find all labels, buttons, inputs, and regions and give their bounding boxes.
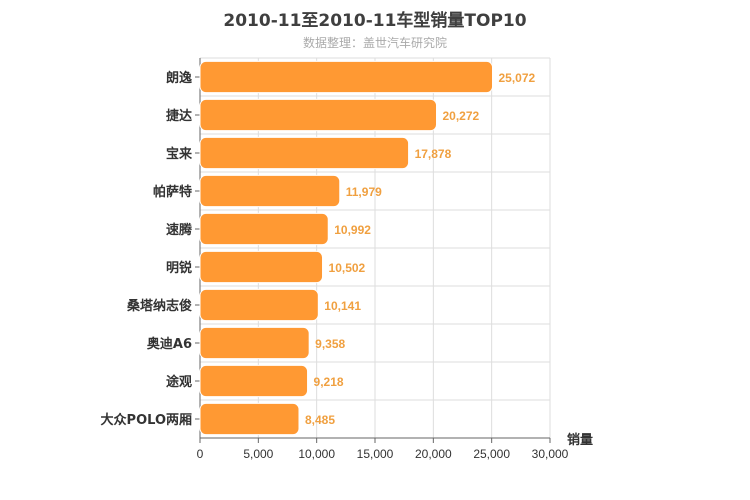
value-label: 8,485 (305, 413, 335, 427)
value-label: 9,218 (314, 375, 344, 389)
x-tick-label: 30,000 (532, 447, 569, 461)
x-tick-label: 15,000 (357, 447, 394, 461)
category-label: 捷达 (166, 108, 192, 124)
x-tick-label: 10,000 (298, 447, 335, 461)
category-label: 明锐 (166, 260, 192, 276)
category-label: 朗逸 (166, 70, 192, 86)
x-tick-label: 0 (197, 447, 204, 461)
bar (199, 60, 494, 94)
value-label: 20,272 (443, 109, 480, 123)
bar (199, 136, 410, 170)
chart-subtitle: 数据整理：盖世汽车研究院 (302, 36, 447, 50)
x-tick-label: 20,000 (415, 447, 452, 461)
bar (199, 364, 309, 398)
chart-title: 2010-11至2010-11车型销量TOP10 (223, 11, 527, 31)
bar (199, 326, 310, 360)
bar (199, 288, 319, 322)
bar (199, 212, 329, 246)
value-label: 17,878 (415, 147, 452, 161)
value-label: 10,141 (324, 299, 361, 313)
category-label: 奥迪A6 (147, 336, 192, 352)
bar (199, 402, 300, 436)
category-label: 途观 (166, 374, 192, 390)
value-label: 11,979 (346, 185, 382, 199)
category-label: 宝来 (166, 146, 193, 162)
x-tick-label: 25,000 (473, 447, 510, 461)
category-label: 大众POLO两厢 (101, 412, 192, 428)
value-label: 10,992 (334, 223, 371, 237)
value-label: 25,072 (499, 71, 536, 85)
bar (199, 250, 324, 284)
bar (199, 174, 341, 208)
category-label: 桑塔纳志俊 (126, 298, 192, 314)
category-label: 帕萨特 (153, 184, 192, 200)
value-label: 10,502 (329, 261, 366, 275)
x-tick-label: 5,000 (243, 447, 273, 461)
x-axis-title: 销量 (567, 432, 593, 448)
bar (199, 98, 438, 132)
value-label: 9,358 (315, 337, 345, 351)
category-label: 速腾 (166, 222, 193, 238)
